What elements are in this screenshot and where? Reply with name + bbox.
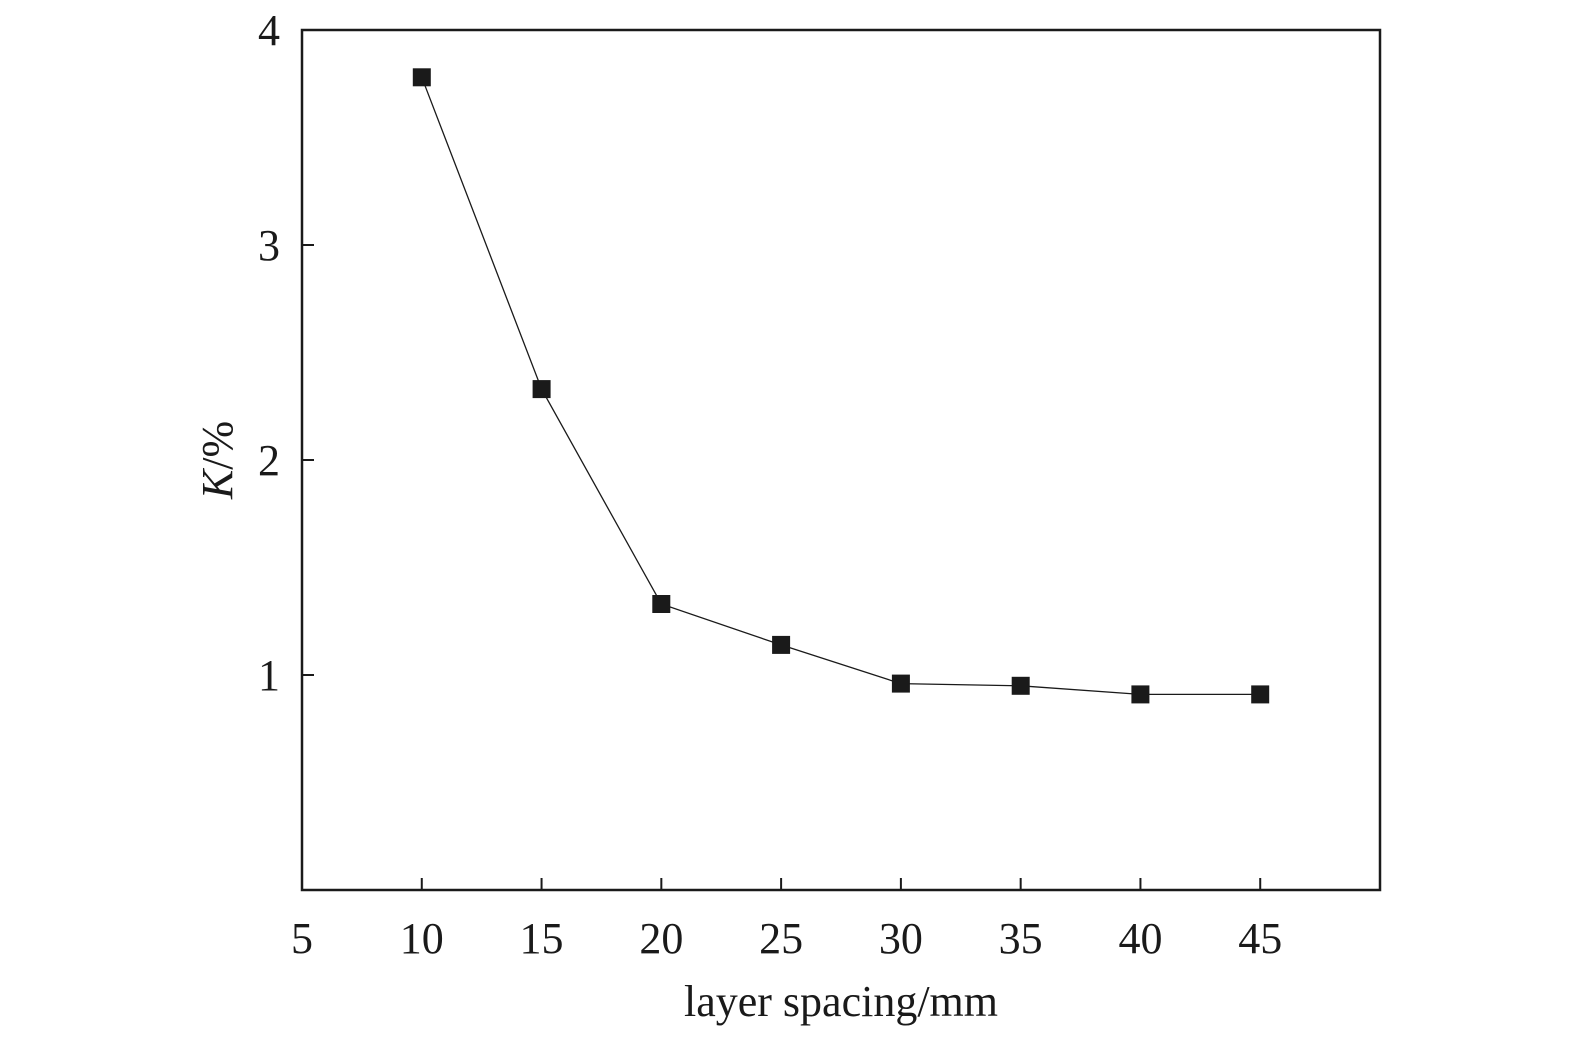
y-axis-unit: /% (193, 421, 242, 470)
x-tick-label: 30 (879, 914, 923, 963)
data-point-marker (891, 674, 910, 693)
y-axis-symbol: K (193, 467, 242, 500)
tick-labels: 5 10 15 20 25 30 35 40 45 1 2 3 4 (258, 6, 1282, 963)
y-tick-label: 2 (258, 436, 280, 485)
x-tick-label: 15 (520, 914, 564, 963)
y-axis-title: K/% (193, 421, 242, 500)
x-tick-label: 20 (639, 914, 683, 963)
data-point-marker (1131, 685, 1150, 704)
series-line-group (421, 77, 1261, 696)
data-point-marker (532, 380, 551, 399)
data-point-marker (772, 635, 791, 654)
plot-frame (300, 28, 1382, 892)
data-point-marker (1251, 685, 1270, 704)
data-point-marker (412, 68, 431, 87)
x-tick-label: 5 (291, 914, 313, 963)
data-point-marker (1011, 676, 1030, 695)
x-tick-label: 40 (1118, 914, 1162, 963)
x-tick-label: 10 (400, 914, 444, 963)
data-point-marker (652, 595, 671, 613)
y-tick-label: 1 (258, 651, 280, 700)
x-tick-label: 45 (1238, 914, 1282, 963)
y-tick-label: 4 (258, 6, 280, 55)
y-tick-label: 3 (258, 221, 280, 270)
x-tick-label: 35 (999, 914, 1043, 963)
axis-ticks (302, 244, 1262, 890)
data-markers (412, 68, 1270, 704)
x-tick-label: 25 (759, 914, 803, 963)
x-axis-title: layer spacing/mm (684, 977, 998, 1026)
series-line (421, 77, 1261, 696)
